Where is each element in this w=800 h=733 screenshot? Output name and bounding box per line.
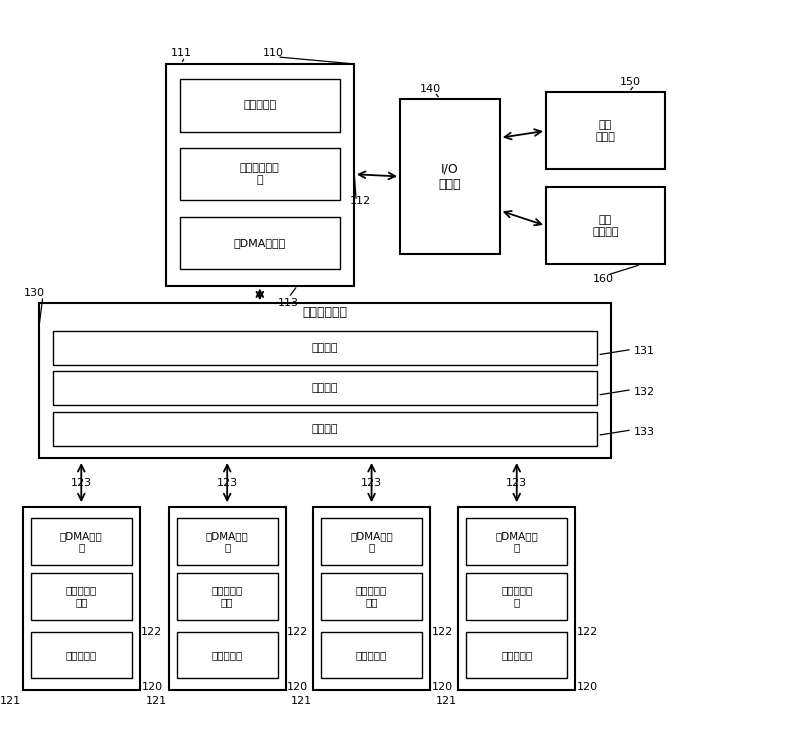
- Text: 130: 130: [24, 287, 45, 298]
- Bar: [466, 573, 567, 620]
- Bar: [314, 507, 430, 690]
- Text: 123: 123: [70, 478, 92, 487]
- Text: 从片上存储
器: 从片上存储 器: [501, 586, 532, 607]
- Bar: [466, 632, 567, 678]
- Text: 从DMA控制
器: 从DMA控制 器: [350, 531, 393, 553]
- Bar: [179, 217, 340, 269]
- Bar: [321, 518, 422, 565]
- Bar: [546, 92, 665, 169]
- Bar: [177, 573, 278, 620]
- Text: 150: 150: [620, 76, 641, 86]
- Bar: [30, 518, 132, 565]
- Bar: [39, 303, 611, 458]
- Bar: [177, 632, 278, 678]
- Text: 外部
存储器: 外部 存储器: [595, 120, 615, 141]
- Text: 从处理器核: 从处理器核: [66, 650, 97, 660]
- Text: 环形网络: 环形网络: [312, 383, 338, 394]
- Text: 122: 122: [577, 627, 598, 637]
- Text: 120: 120: [142, 682, 162, 692]
- Text: 133: 133: [634, 427, 655, 437]
- Bar: [53, 372, 598, 405]
- Bar: [466, 518, 567, 565]
- Text: 122: 122: [432, 627, 453, 637]
- Bar: [321, 573, 422, 620]
- Text: 131: 131: [634, 347, 655, 356]
- Text: 121: 121: [0, 696, 21, 706]
- Text: 123: 123: [217, 478, 238, 487]
- Text: 120: 120: [287, 682, 309, 692]
- Text: I/O
控制器: I/O 控制器: [438, 163, 461, 191]
- Text: 121: 121: [435, 696, 457, 706]
- Bar: [400, 99, 500, 254]
- Bar: [179, 148, 340, 200]
- Bar: [321, 632, 422, 678]
- Text: 123: 123: [506, 478, 527, 487]
- Text: 121: 121: [290, 696, 311, 706]
- Text: 串行网络: 串行网络: [312, 424, 338, 433]
- Text: 121: 121: [146, 696, 167, 706]
- Text: 110: 110: [262, 48, 284, 59]
- Text: 123: 123: [361, 478, 382, 487]
- Bar: [23, 507, 140, 690]
- Bar: [179, 79, 340, 131]
- Bar: [458, 507, 575, 690]
- Text: 112: 112: [350, 196, 370, 206]
- Bar: [30, 632, 132, 678]
- Text: 从片上存储
单元: 从片上存储 单元: [66, 586, 97, 607]
- Text: 星形网络: 星形网络: [312, 343, 338, 353]
- Text: 120: 120: [432, 682, 453, 692]
- Bar: [177, 518, 278, 565]
- Text: 从片上存储
单元: 从片上存储 单元: [211, 586, 243, 607]
- Text: 其他
外部设备: 其他 外部设备: [592, 215, 618, 237]
- Text: 113: 113: [278, 298, 299, 308]
- Text: 111: 111: [170, 48, 192, 59]
- Text: 120: 120: [577, 682, 598, 692]
- Text: 从处理器核: 从处理器核: [501, 650, 532, 660]
- Text: 140: 140: [420, 84, 442, 94]
- Text: 132: 132: [634, 387, 655, 397]
- Text: 片上互联网络: 片上互联网络: [302, 306, 348, 319]
- Text: 主处理器核: 主处理器核: [243, 100, 277, 111]
- Bar: [546, 187, 665, 265]
- Bar: [166, 64, 354, 286]
- Text: 从处理器核: 从处理器核: [211, 650, 243, 660]
- Bar: [169, 507, 286, 690]
- Text: 从片上存储
单元: 从片上存储 单元: [356, 586, 387, 607]
- Text: 主DMA控制器: 主DMA控制器: [234, 238, 286, 248]
- Text: 从DMA控制
器: 从DMA控制 器: [60, 531, 102, 553]
- Bar: [53, 411, 598, 446]
- Text: 从处理器核: 从处理器核: [356, 650, 387, 660]
- Bar: [53, 331, 598, 365]
- Text: 主片上存储单
元: 主片上存储单 元: [240, 163, 280, 185]
- Text: 从DMA控制
器: 从DMA控制 器: [495, 531, 538, 553]
- Text: 从DMA控制
器: 从DMA控制 器: [206, 531, 249, 553]
- Text: 122: 122: [287, 627, 309, 637]
- Bar: [30, 573, 132, 620]
- Text: 122: 122: [142, 627, 162, 637]
- Text: 160: 160: [593, 273, 614, 284]
